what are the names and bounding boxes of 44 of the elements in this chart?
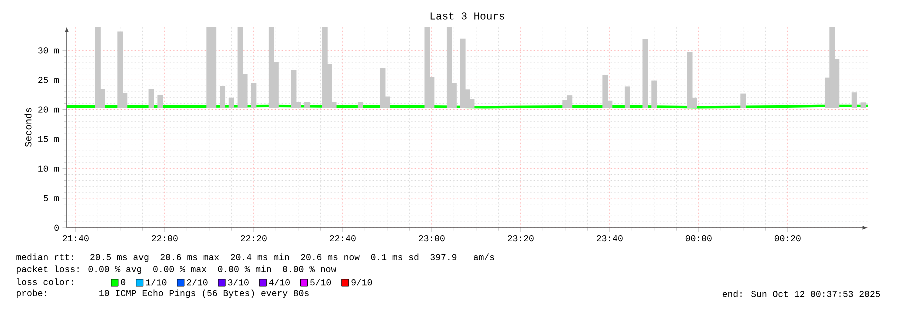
text: probe: 10 ICMP Echo Pings (56 Bytes) every 80s (17, 290, 309, 298)
legend-label: 4/10 (269, 279, 290, 286)
bar (228, 98, 234, 108)
bar (652, 80, 658, 108)
x-tick-label: 21:40 (63, 235, 89, 242)
y-tick-label: 0 (54, 224, 59, 232)
chart-title: Last 3 Hours (430, 12, 504, 20)
x-tick-label: 22:20 (241, 235, 267, 242)
bar (380, 68, 386, 108)
y-tick-label: 10 m (38, 166, 60, 172)
legend-label: 0 (121, 279, 126, 286)
x-tick-label: 23:00 (419, 235, 445, 242)
legend-title: loss color: (17, 278, 74, 286)
x-tick-label: 23:40 (597, 235, 623, 242)
y-tick-label: 30 m (38, 48, 60, 54)
y-tick-label: 20 m (38, 106, 60, 113)
text: median rtt: 20.5 ms avg 20.6 ms max 20.4 ms min 20.6 ms now 0.1 ms sd 397.9 am/s (16, 254, 494, 262)
legend-label: 9/10 (352, 279, 372, 286)
bar (740, 94, 746, 108)
y-tick-label: 25 m (38, 77, 60, 84)
legend-label: 3/10 (228, 279, 249, 286)
x-tick-label: 22:00 (152, 235, 178, 242)
x-tick-label: 00:00 (686, 235, 712, 242)
y-tick-label: 15 m (38, 136, 60, 142)
legend-label: 2/10 (187, 279, 208, 286)
bar (304, 102, 310, 108)
bar (291, 70, 297, 108)
bar (602, 75, 608, 108)
legend-label: 1/10 (146, 279, 167, 286)
y-tick-label: 5 m (44, 195, 60, 202)
bar (158, 94, 164, 108)
x-tick-label: 22:40 (330, 235, 356, 242)
bar (358, 102, 364, 108)
bar (148, 89, 154, 108)
x-tick-label: 00:20 (774, 235, 801, 242)
y-axis-title: Seconds (24, 108, 32, 148)
text: packet loss: 0.00 % avg 0.00 % max 0.00 % min 0.00 % now (17, 266, 337, 274)
bar (251, 83, 257, 108)
x-tick-label: 23:20 (508, 235, 534, 242)
legend-label: 5/10 (310, 279, 332, 286)
bar (852, 92, 858, 108)
text: end: Sun Oct 12 00:37:53 2025 (722, 290, 880, 298)
bar (624, 86, 630, 108)
bar (220, 86, 226, 108)
